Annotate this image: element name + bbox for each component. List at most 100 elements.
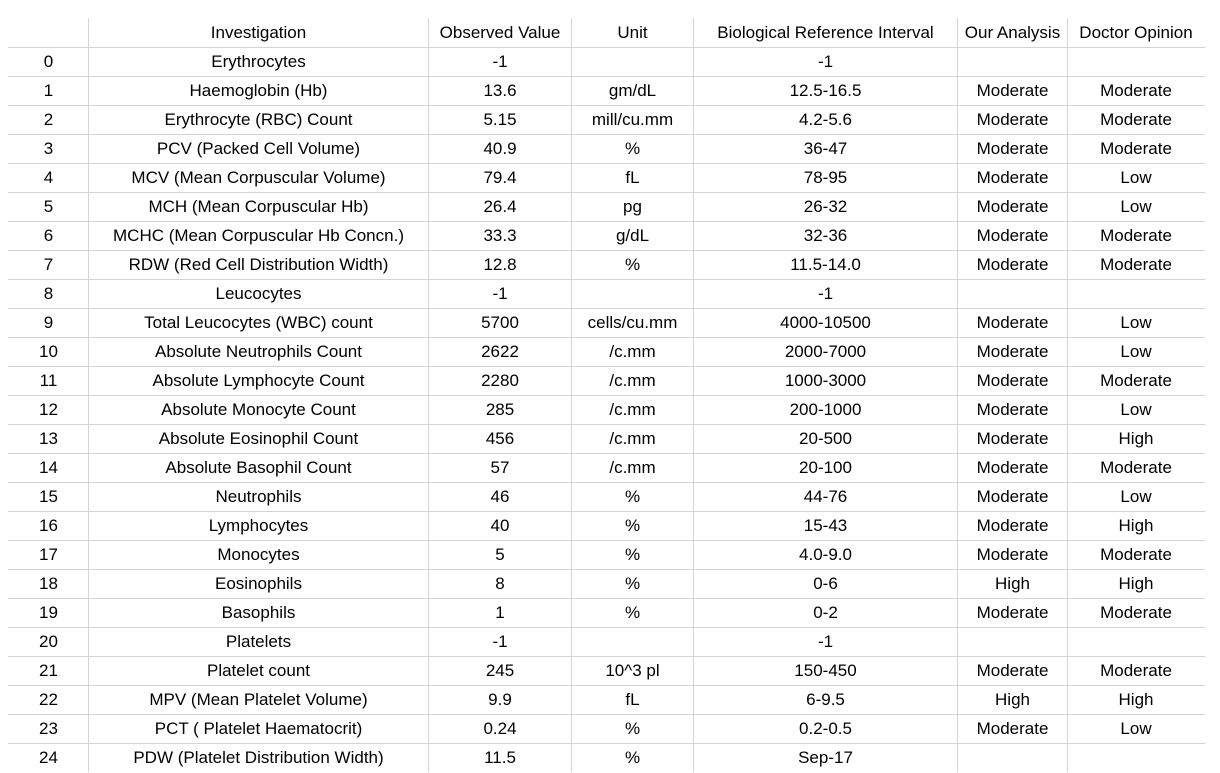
row-index-cell: 0 bbox=[8, 47, 89, 77]
blood-report-table: Investigation Observed Value Unit Biologica… bbox=[8, 18, 1205, 773]
doctor-opinion-cell: Low bbox=[1067, 337, 1205, 367]
our-analysis-cell: High bbox=[957, 685, 1068, 715]
table-row: 24 PDW (Platelet Distribution Width) 11.5%… bbox=[8, 743, 1205, 773]
row-index-cell: 23 bbox=[8, 714, 89, 744]
unit-cell: % bbox=[571, 482, 694, 512]
reference-interval-cell: 6-9.5 bbox=[693, 685, 958, 715]
doctor-opinion-cell: High bbox=[1067, 569, 1205, 599]
table-row: 14 Absolute Basophil Count 57/c.mm 20-100 Mo… bbox=[8, 453, 1205, 483]
our-analysis-header: Our Analysis bbox=[957, 18, 1068, 48]
unit-cell: % bbox=[571, 714, 694, 744]
unit-cell: /c.mm bbox=[571, 366, 694, 396]
investigation-cell: Absolute Monocyte Count bbox=[88, 395, 429, 425]
observed-value-cell: 9.9 bbox=[428, 685, 572, 715]
table-row: 12 Absolute Monocyte Count 285/c.mm 200-100… bbox=[8, 395, 1205, 425]
investigation-cell: PCT ( Platelet Haematocrit) bbox=[88, 714, 429, 744]
doctor-opinion-cell: Moderate bbox=[1067, 221, 1205, 251]
investigation-cell: Monocytes bbox=[88, 540, 429, 570]
table-row: 4 MCV (Mean Corpuscular Volume) 79.4 fL 78-9… bbox=[8, 163, 1205, 193]
unit-cell: % bbox=[571, 134, 694, 164]
doctor-opinion-cell: Moderate bbox=[1067, 453, 1205, 483]
our-analysis-cell: Moderate bbox=[957, 511, 1068, 541]
row-index-cell: 15 bbox=[8, 482, 89, 512]
table-row: 18 Eosinophils 8% 0-6 High High bbox=[8, 569, 1205, 599]
header-row: Investigation Observed Value Unit Biologica… bbox=[8, 18, 1205, 48]
observed-value-cell: 40.9 bbox=[428, 134, 572, 164]
table-row: 17 Monocytes 5% 4.0-9.0 Moderate Moderate bbox=[8, 540, 1205, 570]
investigation-cell: Leucocytes bbox=[88, 279, 429, 309]
our-analysis-cell: Moderate bbox=[957, 656, 1068, 686]
doctor-opinion-cell: High bbox=[1067, 685, 1205, 715]
investigation-cell: Absolute Neutrophils Count bbox=[88, 337, 429, 367]
reference-interval-cell: 20-500 bbox=[693, 424, 958, 454]
reference-interval-cell: 4.2-5.6 bbox=[693, 105, 958, 135]
unit-cell: pg bbox=[571, 192, 694, 222]
reference-interval-cell: 150-450 bbox=[693, 656, 958, 686]
table-row: 10 Absolute Neutrophils Count 2622/c.mm 200… bbox=[8, 337, 1205, 367]
observed-value-cell: 5.15 bbox=[428, 105, 572, 135]
table-row: 15 Neutrophils 46% 44-76 Moderate Low bbox=[8, 482, 1205, 512]
unit-cell: g/dL bbox=[571, 221, 694, 251]
doctor-opinion-cell: High bbox=[1067, 424, 1205, 454]
reference-interval-cell: 12.5-16.5 bbox=[693, 76, 958, 106]
investigation-cell: Lymphocytes bbox=[88, 511, 429, 541]
row-index-cell: 3 bbox=[8, 134, 89, 164]
table-row: 19 Basophils 1% 0-2 Moderate Moderate bbox=[8, 598, 1205, 628]
unit-cell: mill/cu.mm bbox=[571, 105, 694, 135]
observed-value-cell: 13.6 bbox=[428, 76, 572, 106]
row-index-cell: 22 bbox=[8, 685, 89, 715]
table-row: 7 RDW (Red Cell Distribution Width) 12.8% 1… bbox=[8, 250, 1205, 280]
investigation-cell: Total Leucocytes (WBC) count bbox=[88, 308, 429, 338]
reference-interval-cell: 44-76 bbox=[693, 482, 958, 512]
reference-interval-cell: 26-32 bbox=[693, 192, 958, 222]
observed-value-cell: 2280 bbox=[428, 366, 572, 396]
doctor-opinion-cell: Moderate bbox=[1067, 250, 1205, 280]
observed-value-cell: 1 bbox=[428, 598, 572, 628]
unit-cell: gm/dL bbox=[571, 76, 694, 106]
reference-interval-cell: Sep-17 bbox=[693, 743, 958, 773]
table-row: 16 Lymphocytes 40% 15-43 Moderate High bbox=[8, 511, 1205, 541]
row-index-cell: 19 bbox=[8, 598, 89, 628]
observed-value-cell: 12.8 bbox=[428, 250, 572, 280]
doctor-opinion-cell: Low bbox=[1067, 308, 1205, 338]
doctor-opinion-cell: Moderate bbox=[1067, 540, 1205, 570]
investigation-cell: RDW (Red Cell Distribution Width) bbox=[88, 250, 429, 280]
observed-value-cell: 79.4 bbox=[428, 163, 572, 193]
doctor-opinion-header: Doctor Opinion bbox=[1067, 18, 1205, 48]
unit-cell: % bbox=[571, 569, 694, 599]
doctor-opinion-cell: Moderate bbox=[1067, 76, 1205, 106]
our-analysis-cell: Moderate bbox=[957, 308, 1068, 338]
doctor-opinion-cell bbox=[1067, 47, 1205, 77]
unit-cell: /c.mm bbox=[571, 424, 694, 454]
row-index-cell: 2 bbox=[8, 105, 89, 135]
doctor-opinion-cell: Moderate bbox=[1067, 134, 1205, 164]
row-index-cell: 7 bbox=[8, 250, 89, 280]
our-analysis-cell: Moderate bbox=[957, 76, 1068, 106]
index-header bbox=[8, 18, 89, 48]
investigation-cell: Absolute Lymphocyte Count bbox=[88, 366, 429, 396]
our-analysis-cell: Moderate bbox=[957, 482, 1068, 512]
row-index-cell: 16 bbox=[8, 511, 89, 541]
investigation-cell: Eosinophils bbox=[88, 569, 429, 599]
row-index-cell: 10 bbox=[8, 337, 89, 367]
doctor-opinion-cell: Low bbox=[1067, 163, 1205, 193]
table-row: 21 Platelet count 245 10^3 pl 150-450 Moderat… bbox=[8, 656, 1205, 686]
doctor-opinion-cell bbox=[1067, 279, 1205, 309]
investigation-cell: MCHC (Mean Corpuscular Hb Concn.) bbox=[88, 221, 429, 251]
our-analysis-cell: Moderate bbox=[957, 221, 1068, 251]
our-analysis-cell: Moderate bbox=[957, 366, 1068, 396]
reference-interval-cell: 11.5-14.0 bbox=[693, 250, 958, 280]
our-analysis-cell bbox=[957, 279, 1068, 309]
reference-interval-cell: 2000-7000 bbox=[693, 337, 958, 367]
our-analysis-cell bbox=[957, 743, 1068, 773]
reference-interval-cell: 0-2 bbox=[693, 598, 958, 628]
table-row: 2 Erythrocyte (RBC) Count 5.15 mill/cu.mm 4.… bbox=[8, 105, 1205, 135]
our-analysis-cell: Moderate bbox=[957, 337, 1068, 367]
unit-cell: fL bbox=[571, 685, 694, 715]
reference-interval-cell: 0.2-0.5 bbox=[693, 714, 958, 744]
our-analysis-cell: Moderate bbox=[957, 540, 1068, 570]
reference-interval-cell: 15-43 bbox=[693, 511, 958, 541]
unit-cell: % bbox=[571, 250, 694, 280]
unit-cell bbox=[571, 627, 694, 657]
investigation-cell: Platelets bbox=[88, 627, 429, 657]
